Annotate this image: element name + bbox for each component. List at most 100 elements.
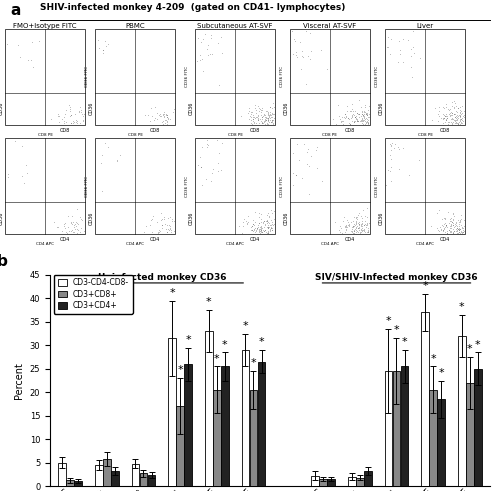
Point bbox=[342, 112, 350, 120]
Point bbox=[67, 111, 75, 119]
Point bbox=[384, 166, 392, 174]
FancyBboxPatch shape bbox=[5, 28, 85, 125]
Point bbox=[60, 222, 68, 230]
Point bbox=[396, 165, 404, 173]
Point bbox=[244, 109, 252, 117]
Point bbox=[365, 109, 373, 117]
Point bbox=[336, 222, 344, 230]
Point bbox=[259, 112, 267, 120]
Point bbox=[266, 116, 274, 124]
Point bbox=[60, 220, 68, 228]
Point bbox=[348, 228, 356, 236]
Text: Subcutaneous AT-SVF: Subcutaneous AT-SVF bbox=[197, 24, 273, 29]
Point bbox=[364, 223, 372, 231]
Point bbox=[69, 218, 77, 225]
Point bbox=[58, 115, 66, 123]
Point bbox=[363, 115, 371, 123]
Point bbox=[242, 218, 250, 225]
Point bbox=[260, 117, 268, 125]
Point bbox=[456, 226, 464, 234]
Point bbox=[356, 229, 364, 237]
Point bbox=[394, 143, 402, 151]
Point bbox=[454, 113, 462, 121]
Point bbox=[448, 218, 456, 226]
Point bbox=[382, 181, 390, 189]
Point bbox=[68, 220, 76, 228]
Point bbox=[366, 228, 374, 236]
Point bbox=[260, 117, 268, 125]
Point bbox=[62, 228, 70, 236]
Point bbox=[260, 110, 268, 118]
Point bbox=[446, 111, 454, 119]
Point bbox=[457, 115, 465, 123]
Point bbox=[358, 117, 366, 125]
Point bbox=[18, 142, 26, 150]
Point bbox=[355, 220, 363, 228]
Point bbox=[408, 73, 416, 81]
Point bbox=[460, 217, 468, 224]
Point bbox=[350, 118, 358, 126]
Point bbox=[166, 221, 173, 229]
Text: CD36: CD36 bbox=[0, 211, 4, 224]
Point bbox=[436, 223, 444, 231]
Point bbox=[360, 227, 368, 235]
Point bbox=[201, 30, 209, 38]
Bar bbox=[184, 364, 192, 486]
Point bbox=[261, 220, 269, 228]
Point bbox=[458, 230, 466, 238]
Point bbox=[250, 226, 258, 234]
Point bbox=[391, 140, 399, 148]
Point bbox=[443, 229, 451, 237]
Point bbox=[357, 116, 365, 124]
Point bbox=[312, 146, 320, 154]
Point bbox=[260, 115, 268, 123]
Point bbox=[260, 217, 268, 225]
Point bbox=[243, 220, 251, 228]
Point bbox=[250, 119, 258, 127]
Point bbox=[264, 229, 272, 237]
Point bbox=[444, 118, 452, 126]
Point bbox=[206, 31, 214, 39]
Point bbox=[264, 114, 272, 122]
Point bbox=[165, 226, 173, 234]
Point bbox=[452, 113, 460, 121]
Point bbox=[440, 114, 448, 122]
Point bbox=[440, 227, 448, 235]
Point bbox=[158, 221, 166, 229]
Bar bbox=[95, 465, 102, 486]
Point bbox=[442, 221, 450, 229]
Point bbox=[454, 120, 462, 128]
Point bbox=[435, 227, 443, 235]
Point bbox=[460, 113, 468, 121]
Point bbox=[384, 43, 392, 51]
Point bbox=[360, 226, 368, 234]
Point bbox=[266, 221, 274, 229]
Point bbox=[456, 227, 464, 235]
Point bbox=[216, 166, 224, 174]
Point bbox=[446, 227, 454, 235]
Point bbox=[264, 211, 272, 218]
Text: CD36 FITC: CD36 FITC bbox=[375, 175, 379, 196]
Point bbox=[266, 114, 274, 122]
Point bbox=[346, 120, 354, 128]
Point bbox=[257, 111, 265, 119]
Point bbox=[460, 111, 468, 119]
Point bbox=[344, 119, 352, 127]
Point bbox=[446, 216, 454, 223]
Point bbox=[314, 164, 322, 172]
Point bbox=[72, 218, 80, 226]
Point bbox=[350, 227, 358, 235]
Point bbox=[362, 119, 370, 127]
Point bbox=[441, 216, 449, 223]
Point bbox=[248, 226, 256, 234]
Point bbox=[448, 227, 456, 235]
Point bbox=[78, 106, 86, 113]
Point bbox=[116, 151, 124, 159]
Point bbox=[348, 112, 356, 120]
Point bbox=[74, 226, 82, 234]
Point bbox=[362, 223, 370, 231]
Point bbox=[358, 114, 366, 122]
Point bbox=[394, 58, 402, 66]
Text: *: * bbox=[250, 358, 256, 368]
Point bbox=[458, 228, 466, 236]
